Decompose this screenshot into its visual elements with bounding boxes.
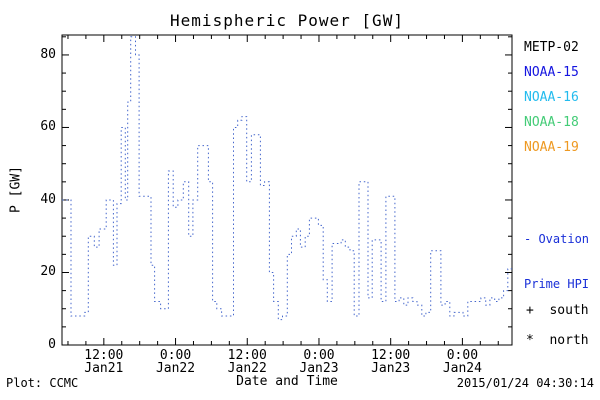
y-tick-label: 60: [40, 119, 56, 135]
x-tick-label: 12:00 Jan21: [72, 349, 136, 375]
plot-credit: Plot: CCMC: [6, 376, 79, 390]
legend-south-marker: + south: [526, 303, 589, 318]
legend-item: NOAA-16: [524, 90, 579, 105]
x-tick-label: 0:00 Jan23: [287, 349, 351, 375]
legend-north-marker: * north: [526, 333, 589, 348]
y-tick-label: 40: [40, 191, 56, 207]
legend-hpi-line1: - Ovation: [524, 232, 590, 246]
x-tick-date: Jan23: [299, 361, 339, 376]
y-tick-label: 20: [40, 264, 56, 280]
x-tick-time: 12:00: [227, 348, 267, 363]
legend-satellites: METP-02 NOAA-15 NOAA-16 NOAA-18 NOAA-19: [524, 40, 579, 165]
x-axis-label: Date and Time: [236, 374, 338, 389]
x-tick-date: Jan21: [84, 361, 124, 376]
x-tick-label: 0:00 Jan24: [430, 349, 494, 375]
legend-item: NOAA-15: [524, 65, 579, 80]
x-tick-time: 0:00: [159, 348, 192, 363]
legend-item: METP-02: [524, 40, 579, 55]
y-tick-label: 80: [40, 46, 56, 62]
chart-title: Hemispheric Power [GW]: [170, 11, 404, 30]
x-tick-date: Jan24: [442, 361, 482, 376]
legend-hpi-line2: Prime HPI: [524, 277, 590, 291]
legend-item: NOAA-18: [524, 115, 579, 130]
x-tick-time: 0:00: [303, 348, 335, 363]
x-tick-date: Jan22: [155, 361, 196, 376]
x-tick-date: Jan22: [227, 361, 267, 376]
x-tick-label: 0:00 Jan22: [144, 349, 208, 375]
y-tick-label: 0: [48, 337, 56, 352]
x-tick-label: 12:00 Jan23: [359, 349, 423, 375]
plot-timestamp: 2015/01/24 04:30:14: [456, 376, 594, 390]
x-tick-time: 0:00: [446, 348, 479, 363]
x-tick-time: 12:00: [84, 348, 124, 363]
x-tick-time: 12:00: [371, 348, 411, 363]
legend-hpi: - Ovation Prime HPI: [524, 202, 589, 322]
x-tick-label: 12:00 Jan22: [215, 349, 279, 375]
legend-item: NOAA-19: [524, 140, 579, 155]
x-tick-date: Jan23: [371, 361, 411, 376]
